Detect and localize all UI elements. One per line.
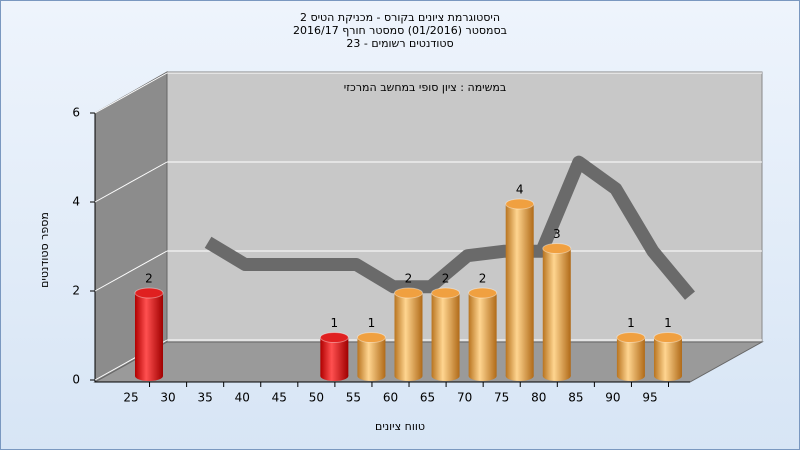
bar (431, 293, 460, 376)
title-line: היסטוגרמת ציונים בקורס - מכניקת הטיס 2 (300, 11, 500, 24)
bar-top (431, 287, 461, 299)
x-tick-label: 45 (272, 391, 287, 405)
trend-ribbon (204, 155, 695, 300)
bar (505, 204, 534, 376)
y-tick-label: 4 (72, 195, 80, 209)
x-tick-label: 85 (568, 391, 583, 405)
title-line: בסמסטר (01/2016) סמסטר חורף 2016/17 (293, 24, 507, 37)
bar (653, 337, 682, 376)
value-label: 2 (442, 272, 450, 286)
x-tick-label: 80 (531, 391, 546, 405)
bar (320, 337, 349, 376)
value-label: 1 (627, 316, 635, 330)
bar (542, 248, 571, 376)
bar (394, 293, 423, 376)
x-tick-label: 30 (160, 391, 175, 405)
x-tick-label: 65 (420, 391, 435, 405)
bar (357, 337, 386, 376)
y-axis-label: מספר סטודנטים (38, 212, 51, 288)
x-tick-label: 90 (605, 391, 620, 405)
subtitle: במשימה : ציון סופי במחשב המרכזי (344, 81, 507, 94)
value-label: 2 (145, 272, 153, 286)
x-tick-label: 70 (457, 391, 472, 405)
title-line: סטודנטים רשומים - 23 (346, 37, 453, 50)
y-tick-label: 6 (72, 106, 80, 120)
bar-top (505, 198, 535, 210)
value-label: 1 (331, 316, 339, 330)
bar-top (134, 287, 164, 299)
bar-top (393, 287, 423, 299)
grid-line (94, 161, 168, 203)
x-tick-label: 60 (383, 391, 398, 405)
bar (468, 293, 497, 376)
x-tick-label: 50 (309, 391, 324, 405)
bar-top (356, 332, 386, 343)
bar-top (616, 332, 646, 343)
y-tick-label: 0 (72, 373, 80, 387)
x-tick-label: 75 (494, 391, 509, 405)
bar-top (468, 287, 498, 299)
x-axis-label: טווח ציונים (375, 420, 425, 433)
x-tick-label: 35 (197, 391, 212, 405)
bar (616, 337, 645, 376)
bar-top (653, 332, 683, 343)
x-tick-label: 55 (346, 391, 361, 405)
x-tick-label: 25 (123, 391, 138, 405)
bar-top (542, 243, 572, 254)
grid-line (94, 72, 168, 114)
value-label: 1 (664, 316, 672, 330)
grid-line (94, 250, 168, 292)
bar (135, 293, 163, 376)
y-tick-label: 2 (72, 284, 80, 298)
x-tick-label: 95 (642, 391, 657, 405)
value-label: 2 (405, 272, 413, 286)
value-label: 1 (368, 316, 376, 330)
value-label: 4 (516, 183, 524, 197)
bar-top (319, 332, 349, 343)
x-tick-label: 40 (235, 391, 250, 405)
value-label: 2 (479, 272, 487, 286)
back-wall (166, 71, 763, 343)
value-label: 3 (553, 227, 561, 241)
